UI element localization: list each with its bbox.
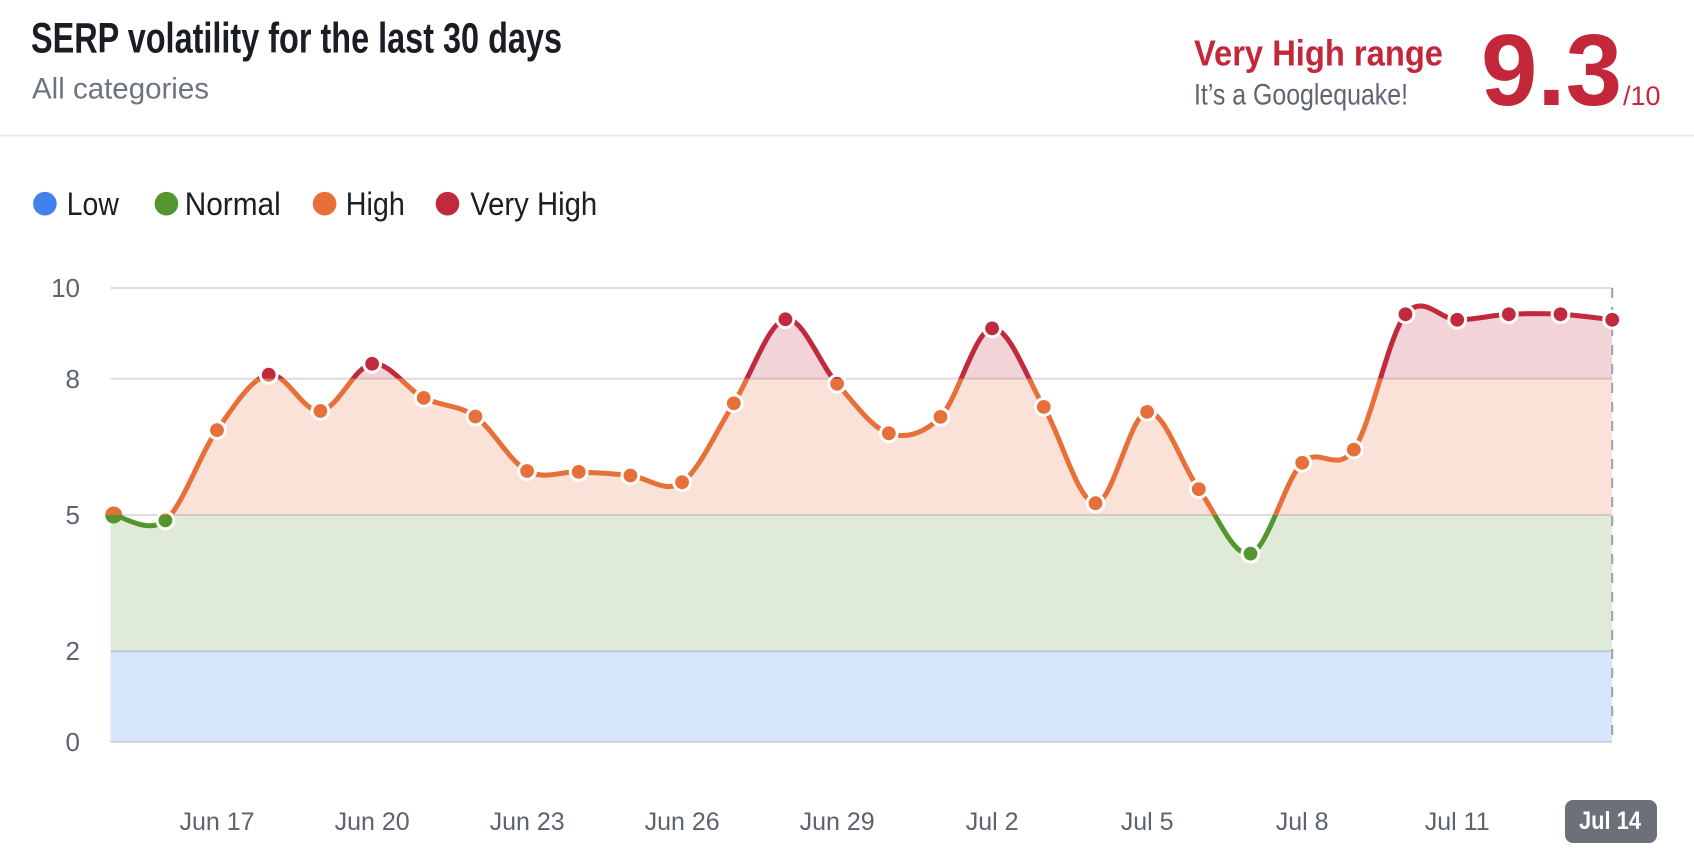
- svg-text:Jul 8: Jul 8: [1276, 808, 1329, 836]
- svg-text:Low: Low: [67, 186, 120, 222]
- svg-text:Jun 17: Jun 17: [179, 808, 254, 836]
- svg-text:2: 2: [66, 636, 80, 666]
- svg-text:8: 8: [66, 364, 80, 394]
- svg-text:Jun 20: Jun 20: [335, 808, 410, 836]
- svg-text:SERP volatility for the last 3: SERP volatility for the last 30 days: [31, 15, 562, 63]
- svg-text:0: 0: [66, 727, 80, 757]
- svg-text:Very High: Very High: [470, 186, 597, 222]
- svg-text:Jul 11: Jul 11: [1425, 808, 1490, 836]
- svg-text:Jul 5: Jul 5: [1121, 808, 1174, 836]
- svg-text:Jun 23: Jun 23: [490, 808, 565, 836]
- svg-text:Normal: Normal: [185, 186, 281, 222]
- svg-text:5: 5: [66, 500, 80, 530]
- svg-text:/10: /10: [1623, 81, 1661, 111]
- svg-text:All categories: All categories: [32, 73, 209, 106]
- svg-text:Very High range: Very High range: [1194, 33, 1443, 74]
- svg-text:It’s a Googlequake!: It’s a Googlequake!: [1194, 79, 1408, 112]
- svg-text:Jun 26: Jun 26: [645, 808, 720, 836]
- svg-text:10: 10: [51, 273, 80, 303]
- svg-text:Jul 14: Jul 14: [1579, 807, 1641, 835]
- svg-text:Jul 2: Jul 2: [966, 808, 1019, 836]
- svg-text:9.3: 9.3: [1481, 15, 1622, 127]
- svg-text:High: High: [346, 186, 405, 222]
- svg-text:Jun 29: Jun 29: [800, 808, 875, 836]
